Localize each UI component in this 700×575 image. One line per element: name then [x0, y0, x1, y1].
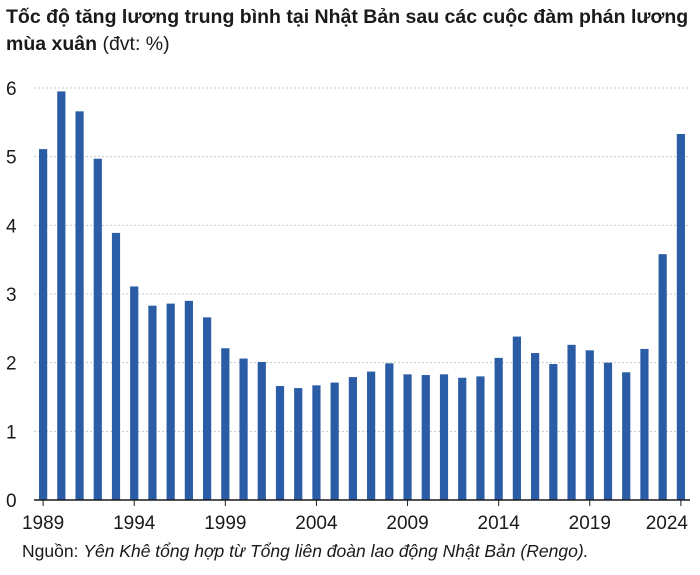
bar-1996: [166, 303, 175, 500]
bar-2014: [494, 357, 503, 500]
bar-2008: [385, 363, 394, 500]
bar-2024: [676, 134, 685, 501]
x-tick-label: 2004: [295, 513, 338, 534]
bar-1994: [130, 286, 139, 500]
y-tick-label: 2: [6, 354, 17, 375]
bar-1989: [39, 149, 48, 500]
x-tick-label: 1999: [204, 513, 246, 534]
bar-2015: [512, 336, 521, 500]
bar-1995: [148, 305, 157, 500]
y-tick-labels: 0 1 2 3 4 5 6: [6, 79, 17, 512]
bar-2023: [658, 254, 667, 500]
bar-2007: [367, 371, 376, 500]
bar-2002: [275, 386, 285, 500]
unit-label: (đvt: %): [102, 33, 170, 55]
bar-2003: [294, 388, 303, 500]
bar-2016: [531, 353, 540, 500]
bar-2004: [312, 385, 321, 500]
source-note: Nguồn: Yên Khê tổng hợp từ Tổng liên đoà…: [22, 541, 589, 562]
x-tick-label: 1994: [113, 513, 156, 534]
x-tick-label: 2019: [569, 513, 611, 534]
bar-2022: [640, 348, 649, 500]
bar-2019: [585, 350, 594, 500]
source-text: Yên Khê tổng hợp từ Tổng liên đoàn lao đ…: [83, 541, 589, 561]
bar-series: [39, 91, 685, 501]
bar-2006: [348, 377, 357, 500]
y-tick-label: 4: [6, 216, 17, 237]
gridlines: [34, 87, 690, 432]
bar-1992: [93, 158, 102, 500]
bar-2011: [439, 374, 449, 500]
bar-1998: [203, 317, 212, 500]
x-tick-label: 2009: [386, 513, 428, 534]
bar-2012: [458, 377, 467, 500]
x-tick-labels: 1989 1994 1999 2004 2009 2014 2019 2024: [22, 500, 688, 534]
x-tick-label: 2024: [646, 513, 689, 534]
bar-2021: [622, 372, 631, 500]
bar-1991: [75, 111, 84, 500]
y-tick-label: 5: [6, 148, 17, 169]
bar-2000: [239, 358, 248, 500]
bar-2017: [549, 364, 558, 500]
x-tick-label: 2014: [478, 513, 521, 534]
bar-2018: [567, 344, 576, 500]
bar-2005: [330, 382, 339, 500]
source-prefix: Nguồn:: [22, 541, 79, 561]
bar-1999: [221, 348, 230, 500]
y-tick-label: 0: [6, 491, 17, 512]
x-tick-label: 1989: [22, 513, 64, 534]
bar-1997: [184, 300, 193, 500]
bar-2010: [421, 375, 430, 500]
bar-2020: [603, 362, 613, 500]
bar-1993: [111, 232, 121, 501]
y-tick-label: 6: [6, 79, 17, 100]
bar-1990: [57, 91, 66, 500]
bar-2009: [403, 374, 412, 500]
bar-2013: [476, 376, 485, 500]
y-tick-label: 3: [6, 285, 17, 306]
y-tick-label: 1: [6, 422, 17, 443]
bar-2001: [257, 361, 266, 500]
chart-title: Tốc độ tăng lương trung bình tại Nhật Bả…: [6, 6, 689, 55]
